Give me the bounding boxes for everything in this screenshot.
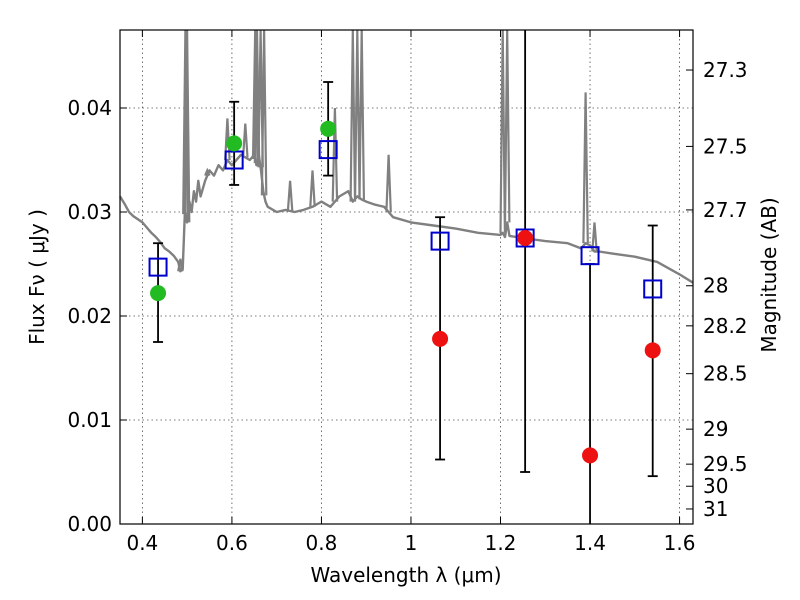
model-band-square: [430, 231, 450, 251]
y-axis-ticks: 0.00 0.01 0.02 0.03 0.04: [67, 96, 127, 536]
emission-line: [591, 222, 598, 252]
x-tick-label: 1.6: [664, 531, 696, 555]
detection-point: [226, 135, 243, 152]
emission-line: [358, 29, 365, 200]
y-tick-label: 0.02: [67, 304, 112, 328]
model-spectrum: [118, 29, 694, 284]
magnitude-tick-label: 28.2: [703, 314, 748, 338]
x-axis-ticks: 0.4 0.6 0.8 1 1.2 1.4 1.6: [126, 30, 695, 555]
model-band-square: [643, 279, 663, 299]
nondetection-point: [517, 230, 534, 246]
gridlines: [120, 30, 693, 525]
model-band-square: [224, 150, 244, 170]
x-tick-label: 0.6: [216, 531, 248, 555]
plot-frame: [119, 29, 694, 525]
y-tick-label: 0.03: [67, 200, 112, 224]
emission-line: [286, 180, 294, 212]
emission-line: [242, 123, 249, 158]
y-tick-label: 0.04: [67, 96, 112, 120]
emission-line: [260, 29, 268, 196]
model-band-square: [515, 228, 535, 248]
x-tick-label: 0.8: [306, 531, 338, 555]
model-continuum-line: [118, 153, 694, 284]
magnitude-tick-label: 28: [703, 274, 728, 298]
magnitude-tick-label: 29: [703, 417, 728, 441]
x-tick-label: 1.2: [485, 531, 517, 555]
magnitude-tick-label: 30: [703, 474, 728, 498]
magnitude-tick-label: 27.5: [703, 134, 748, 158]
emission-line: [204, 167, 211, 177]
emission-line: [582, 92, 589, 244]
emission-line: [177, 258, 184, 272]
detection-point: [150, 285, 167, 302]
model-band-square: [148, 257, 168, 277]
magnitude-axis-label: Magnitude (AB): [757, 197, 781, 352]
emission-line: [385, 154, 392, 213]
emission-line: [309, 170, 316, 207]
nondetection-point: [582, 447, 599, 464]
model-band-square: [318, 140, 338, 160]
x-axis-label: Wavelength λ (μm): [310, 563, 501, 587]
magnitude-tick-label: 31: [703, 497, 728, 521]
magnitude-tick-label: 27.7: [703, 198, 748, 222]
y-axis-label: Flux Fν ( μJy ): [25, 209, 49, 345]
y-tick-label: 0.01: [67, 408, 112, 432]
nondetection-point: [644, 342, 661, 359]
nondetection-point: [432, 330, 449, 347]
data-points: [148, 30, 663, 524]
emission-line: [331, 107, 339, 202]
x-tick-label: 1: [405, 531, 418, 555]
x-tick-label: 0.4: [126, 531, 158, 555]
model-band-square: [580, 246, 600, 266]
magnitude-tick-label: 27.3: [703, 58, 748, 82]
magnitude-tick-label: 29.5: [703, 452, 748, 476]
magnitude-tick-label: 28.5: [703, 362, 748, 386]
emission-line: [503, 29, 511, 223]
detection-point: [320, 120, 337, 137]
x-tick-label: 1.4: [574, 531, 606, 555]
y-tick-label: 0.00: [67, 512, 112, 536]
